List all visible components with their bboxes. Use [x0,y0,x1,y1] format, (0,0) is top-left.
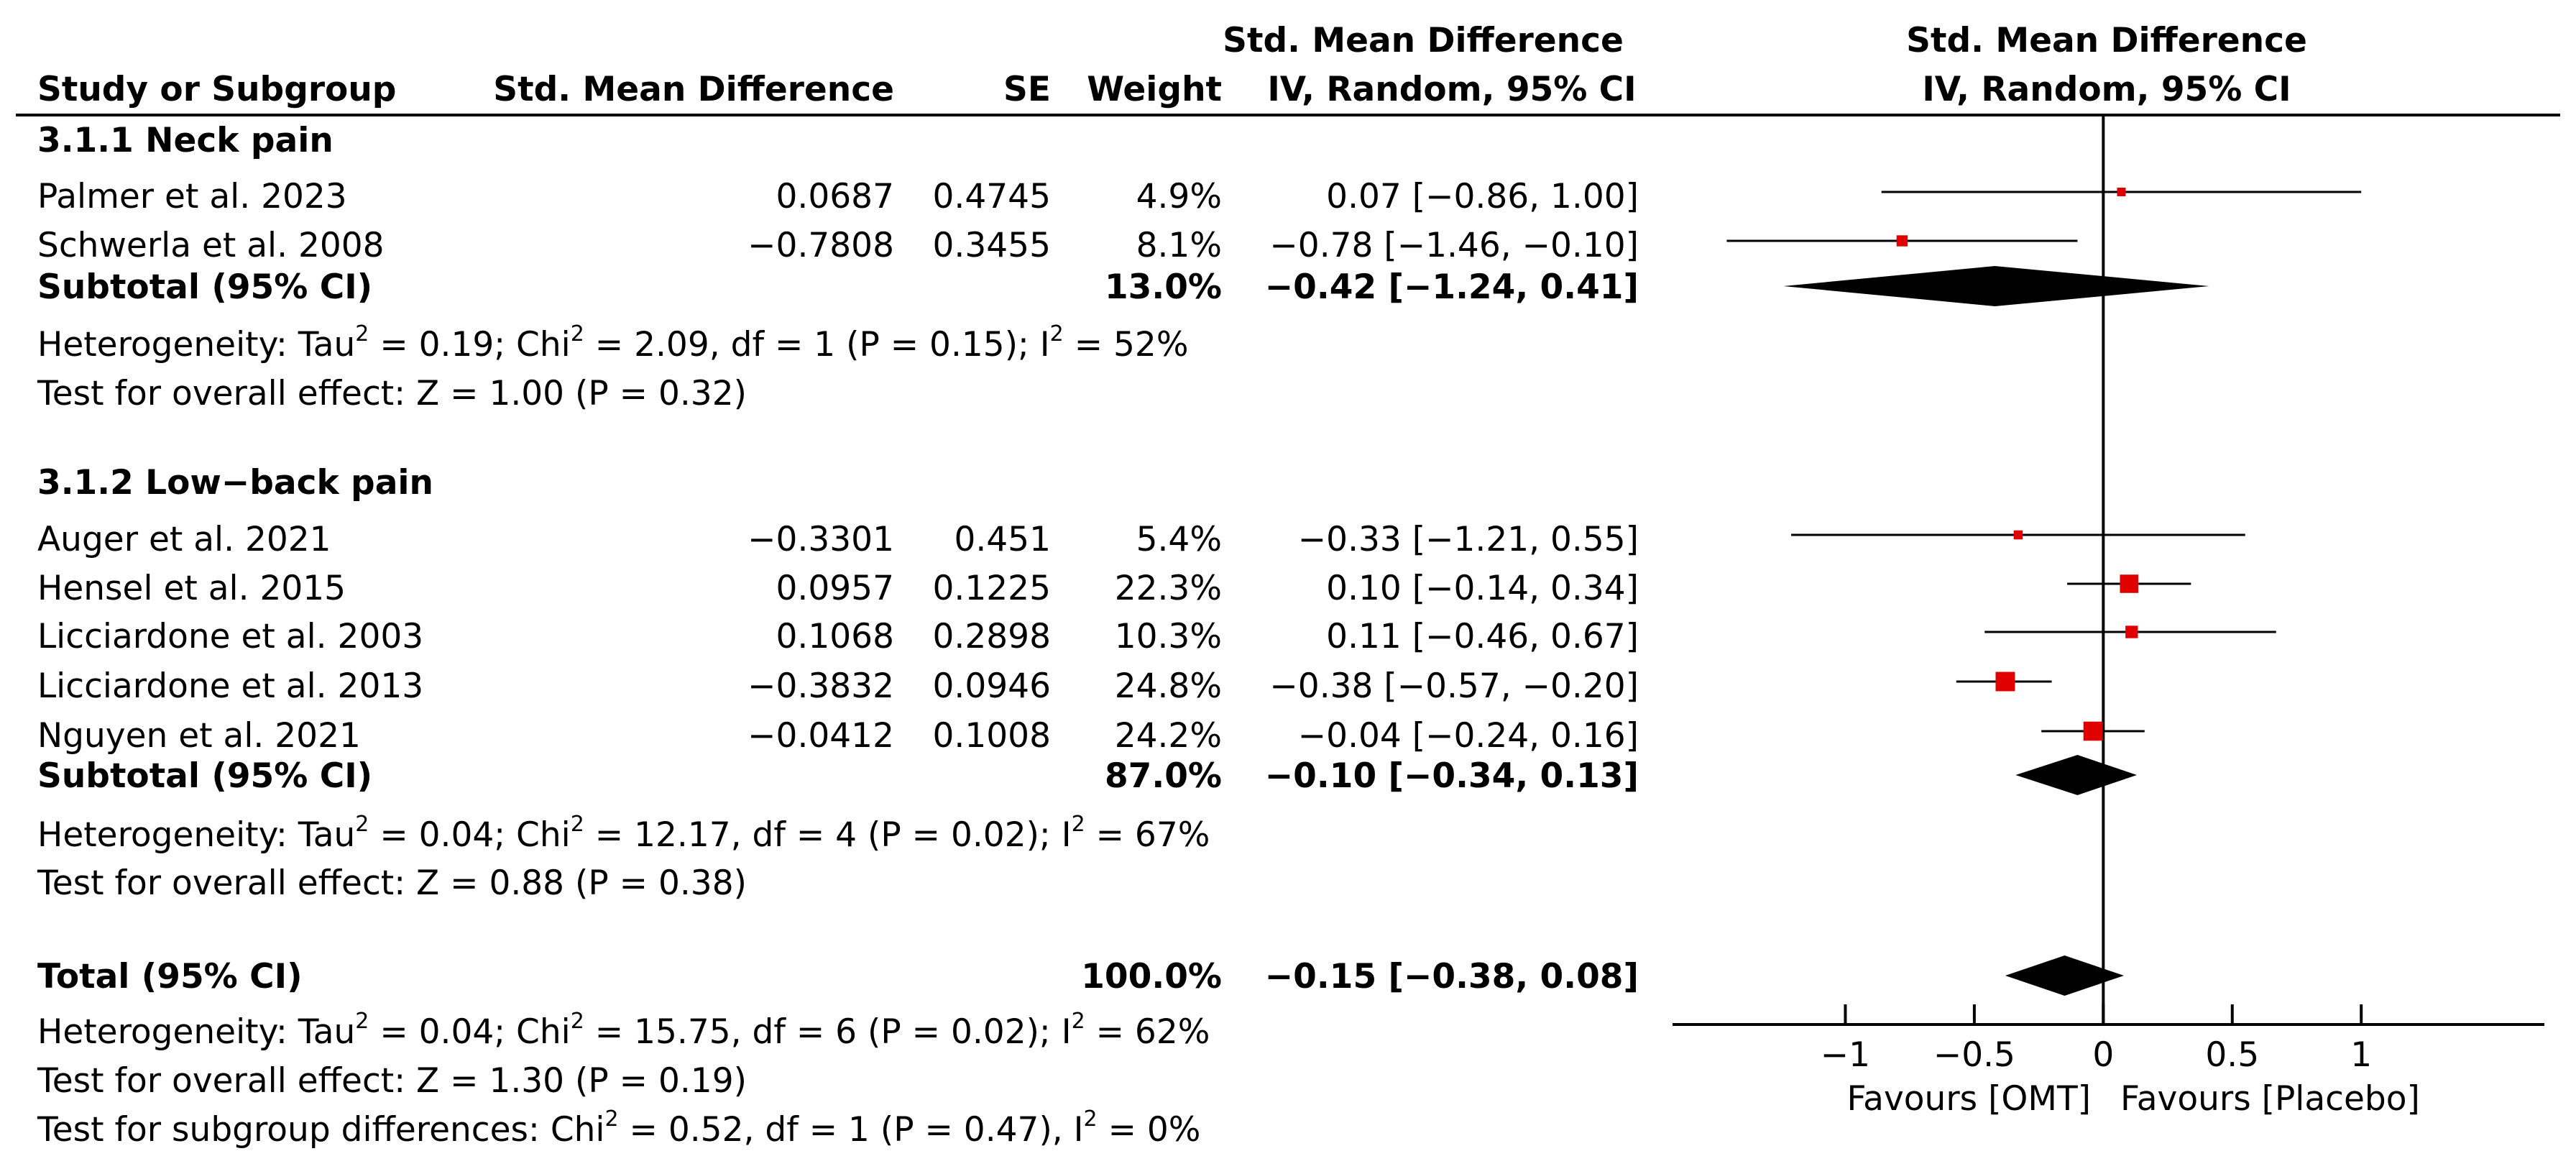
total-weight: 100.0% [1081,957,1222,996]
study-ci: 0.07 [−0.86, 1.00] [1326,177,1639,216]
header-rule [16,114,2560,116]
header-plot-top: Std. Mean Difference [1906,21,2307,60]
study-marker [1995,671,2015,692]
study-ci: −0.04 [−0.24, 0.16] [1297,716,1639,756]
study-smd: −0.0412 [748,716,894,756]
header-se: SE [1003,70,1051,109]
subtotal-weight: 13.0% [1104,267,1222,307]
subtotal-weight: 87.0% [1104,756,1222,796]
study-ci: 0.11 [−0.46, 0.67] [1326,617,1639,656]
study-weight: 10.3% [1114,617,1222,656]
study-se: 0.2898 [932,617,1051,656]
x-axis-tick-label: 0 [2092,1035,2114,1075]
favours-left-label: Favours [OMT] [1846,1079,2091,1119]
study-marker [2083,721,2103,741]
x-axis-tick-label: −1 [1821,1035,1870,1075]
group-title-neck-pain: 3.1.1 Neck pain [37,121,334,160]
study-smd: −0.7808 [748,226,894,265]
group-title-low-back-pain: 3.1.2 Low−back pain [37,463,433,503]
heterogeneity-text: Heterogeneity: Tau2 = 0.19; Chi2 = 2.09,… [37,321,1189,365]
total-overall-effect-text: Test for overall effect: Z = 1.30 (P = 0… [37,1061,747,1101]
study-name: Licciardone et al. 2013 [37,666,424,706]
study-marker [2120,574,2138,593]
pooled-diamond [2005,955,2125,996]
header-ci-top: Std. Mean Difference [1223,21,1624,60]
study-se: 0.0946 [932,666,1051,706]
study-smd: 0.1068 [776,617,894,656]
study-smd: 0.0687 [776,177,894,216]
study-marker [2013,530,2023,540]
overall-effect-text: Test for overall effect: Z = 1.00 (P = 0… [37,374,747,413]
header-plot-bottom: IV, Random, 95% CI [1922,70,2291,109]
header-ci-bottom: IV, Random, 95% CI [1267,70,1637,109]
study-weight: 24.8% [1114,666,1222,706]
subtotal-ci: −0.10 [−0.34, 0.13] [1264,756,1639,796]
study-ci: −0.33 [−1.21, 0.55] [1297,520,1639,559]
study-se: 0.1225 [932,569,1051,608]
study-name: Licciardone et al. 2003 [37,617,424,656]
pooled-diamond [1783,266,2209,306]
heterogeneity-text: Heterogeneity: Tau2 = 0.04; Chi2 = 12.17… [37,812,1210,855]
study-smd: 0.0957 [776,569,894,608]
study-ci: −0.78 [−1.46, −0.10] [1269,226,1639,265]
x-axis-tick-label: 0.5 [2205,1035,2259,1075]
study-name: Hensel et al. 2015 [37,569,346,608]
total-ci: −0.15 [−0.38, 0.08] [1264,957,1639,996]
study-smd: −0.3832 [748,666,894,706]
overall-effect-text: Test for overall effect: Z = 0.88 (P = 0… [37,863,747,903]
study-name: Auger et al. 2021 [37,520,331,559]
subtotal-ci: −0.42 [−1.24, 0.41] [1264,267,1639,307]
study-ci: 0.10 [−0.14, 0.34] [1326,569,1639,608]
study-weight: 8.1% [1136,226,1222,265]
study-marker [2117,188,2126,196]
total-label: Total (95% CI) [37,957,303,996]
total-heterogeneity-text: Heterogeneity: Tau2 = 0.04; Chi2 = 15.75… [37,1009,1210,1052]
study-marker [1896,235,1908,247]
subgroup-differences-text: Test for subgroup differences: Chi2 = 0.… [37,1106,1201,1150]
study-weight: 24.2% [1114,716,1222,756]
study-weight: 4.9% [1136,177,1222,216]
header-weight: Weight [1087,70,1222,109]
study-se: 0.4745 [932,177,1051,216]
favours-right-label: Favours [Placebo] [2120,1079,2420,1119]
header-study: Study or Subgroup [37,70,397,109]
subtotal-label: Subtotal (95% CI) [37,267,373,307]
pooled-diamond [2015,755,2137,795]
study-name: Nguyen et al. 2021 [37,716,361,756]
x-axis-tick-label: −0.5 [1933,1035,2015,1075]
study-marker [2125,625,2138,638]
study-name: Palmer et al. 2023 [37,177,347,216]
header-smd: Std. Mean Difference [493,70,894,109]
study-se: 0.1008 [932,716,1051,756]
study-weight: 5.4% [1136,520,1222,559]
study-weight: 22.3% [1114,569,1222,608]
study-ci: −0.38 [−0.57, −0.20] [1269,666,1639,706]
study-se: 0.451 [954,520,1051,559]
subtotal-label: Subtotal (95% CI) [37,756,373,796]
study-name: Schwerla et al. 2008 [37,226,385,265]
x-axis-tick-label: 1 [2350,1035,2372,1075]
study-smd: −0.3301 [748,520,894,559]
study-se: 0.3455 [932,226,1051,265]
